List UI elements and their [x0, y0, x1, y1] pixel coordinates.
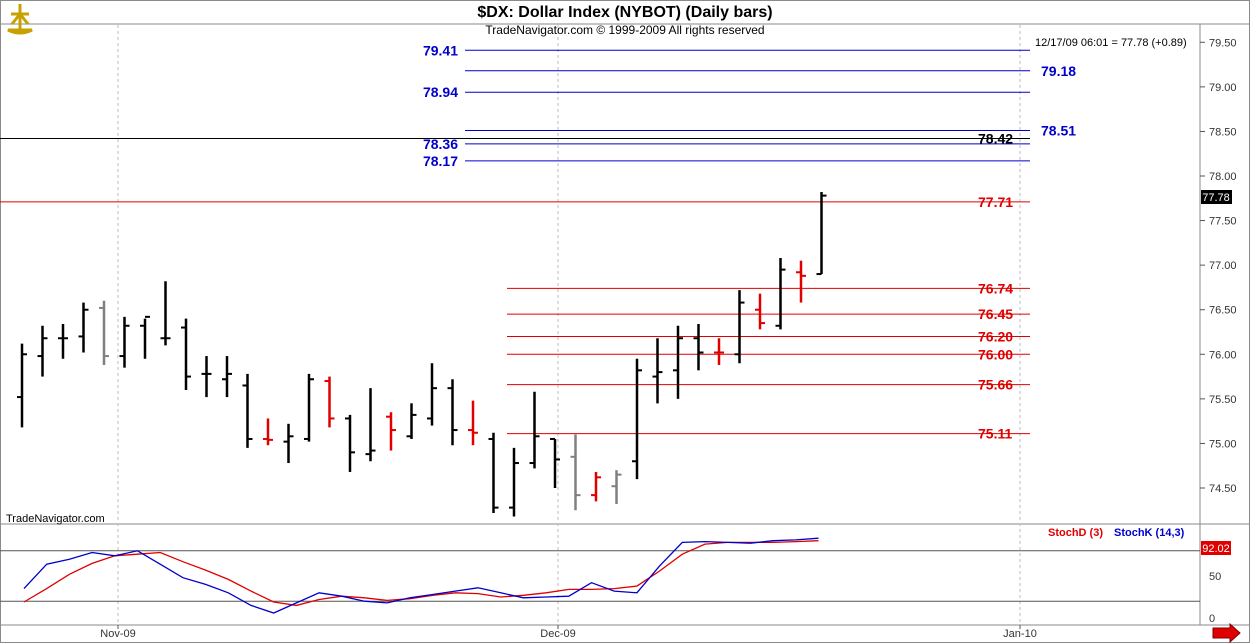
price-axis: 79.50 79.00 78.50 78.00 77.50 77.00 76.50 76.00…	[1200, 37, 1237, 495]
price-bars	[17, 192, 827, 517]
level-label-75.66: 75.66	[978, 377, 1013, 393]
stochk-legend: StochK (14,3)	[1114, 527, 1185, 539]
svg-text:77.78: 77.78	[1202, 192, 1230, 204]
right-arrow-icon	[1212, 622, 1241, 643]
date-tick-label: Jan-10	[1003, 628, 1037, 640]
ohlc-bar	[345, 414, 355, 472]
price-tick-label: 75.00	[1209, 438, 1237, 450]
scroll-right-button[interactable]	[1212, 622, 1241, 643]
ohlc-bar	[99, 300, 109, 365]
level-label-78.51: 78.51	[1041, 123, 1076, 139]
price-tick-label: 79.50	[1209, 37, 1237, 49]
level-label-76.20: 76.20	[978, 328, 1013, 344]
ohlc-bar	[160, 281, 171, 346]
ohlc-bar	[693, 323, 704, 371]
ohlc-bar	[714, 338, 724, 365]
level-label-78.94: 78.94	[423, 84, 458, 100]
ohlc-bar	[673, 325, 683, 399]
date-axis: Nov-09 Dec-09 Jan-10	[100, 625, 1037, 640]
ohlc-bar	[591, 471, 601, 502]
stoch-tick-label: 0	[1209, 613, 1215, 625]
stoch-series-line	[23, 540, 819, 607]
ohlc-bar	[734, 290, 745, 364]
svg-text:92.02: 92.02	[1202, 543, 1230, 555]
ohlc-bar	[488, 432, 499, 513]
ohlc-bar	[140, 315, 150, 359]
level-label-78.42: 78.42	[978, 131, 1013, 147]
last-quote-readout: 12/17/09 06:01 = 77.78 (+0.89)	[1035, 37, 1187, 49]
ohlc-bar	[775, 258, 786, 330]
price-tick-label: 77.50	[1209, 216, 1237, 228]
price-tick-label: 74.50	[1209, 483, 1237, 495]
stoch-series-line	[23, 537, 819, 614]
ohlc-bar	[447, 379, 458, 446]
ohlc-bar	[58, 323, 68, 359]
last-price-tag: 77.78	[1201, 190, 1232, 204]
ohlc-bar	[201, 356, 212, 398]
ohlc-bar	[386, 412, 396, 451]
price-tick-label: 79.00	[1209, 82, 1237, 94]
ohlc-bar	[509, 447, 519, 517]
watermark-text: TradeNavigator.com	[6, 513, 105, 525]
stoch-value-tag: 92.02	[1201, 541, 1231, 555]
date-tick-label: Dec-09	[540, 628, 575, 640]
stochastic-panel: 50 0	[0, 537, 1221, 625]
stoch-tick-label: 50	[1209, 571, 1221, 583]
ohlc-bar	[570, 434, 581, 511]
ohlc-bar	[468, 400, 478, 446]
level-label-78.36: 78.36	[423, 136, 458, 152]
ohlc-bar	[37, 325, 48, 377]
ohlc-bar	[550, 437, 560, 488]
price-tick-label: 78.50	[1209, 126, 1237, 138]
ohlc-bar	[283, 423, 294, 464]
level-label-79.41: 79.41	[423, 42, 458, 58]
ohlc-bar	[324, 376, 335, 428]
ohlc-bar	[632, 358, 642, 480]
ohlc-bar	[365, 388, 376, 462]
ohlc-bar	[222, 356, 232, 398]
price-tick-label: 76.00	[1209, 349, 1237, 361]
ohlc-bar	[816, 192, 827, 276]
level-label-78.17: 78.17	[423, 153, 458, 169]
ohlc-bar	[529, 391, 540, 469]
app-logo	[7, 4, 33, 35]
price-tick-label: 77.00	[1209, 260, 1237, 272]
ohlc-bar	[427, 363, 437, 426]
gridlines	[117, 25, 1021, 625]
price-tick-label: 76.50	[1209, 305, 1237, 317]
ohlc-bar	[263, 418, 273, 446]
level-label-77.71: 77.71	[978, 194, 1013, 210]
ohlc-bar	[304, 373, 314, 442]
ohlc-bar	[119, 316, 130, 368]
ohlc-bar	[796, 260, 806, 303]
ohlc-bar	[611, 470, 622, 505]
level-label-75.11: 75.11	[978, 426, 1012, 442]
ohlc-bar	[406, 403, 417, 439]
trading-ship-icon	[7, 4, 33, 35]
chart-title: $DX: Dollar Index (NYBOT) (Daily bars)	[477, 4, 772, 21]
level-label-76.74: 76.74	[978, 280, 1013, 296]
copyright-subtitle: TradeNavigator.com © 1999-2009 All right…	[485, 23, 764, 37]
level-label-79.18: 79.18	[1041, 63, 1076, 79]
price-tick-label: 78.00	[1209, 171, 1237, 183]
level-label-76.00: 76.00	[978, 346, 1013, 362]
ohlc-bar	[242, 373, 253, 448]
ohlc-bar	[181, 318, 191, 390]
date-tick-label: Nov-09	[100, 628, 135, 640]
ohlc-bar	[755, 293, 765, 330]
ohlc-bar	[78, 302, 89, 353]
price-tick-label: 75.50	[1209, 394, 1237, 406]
level-label-76.45: 76.45	[978, 306, 1013, 322]
ohlc-bar	[17, 343, 27, 428]
ohlc-bar	[652, 338, 663, 404]
stochd-legend: StochD (3)	[1048, 527, 1103, 539]
